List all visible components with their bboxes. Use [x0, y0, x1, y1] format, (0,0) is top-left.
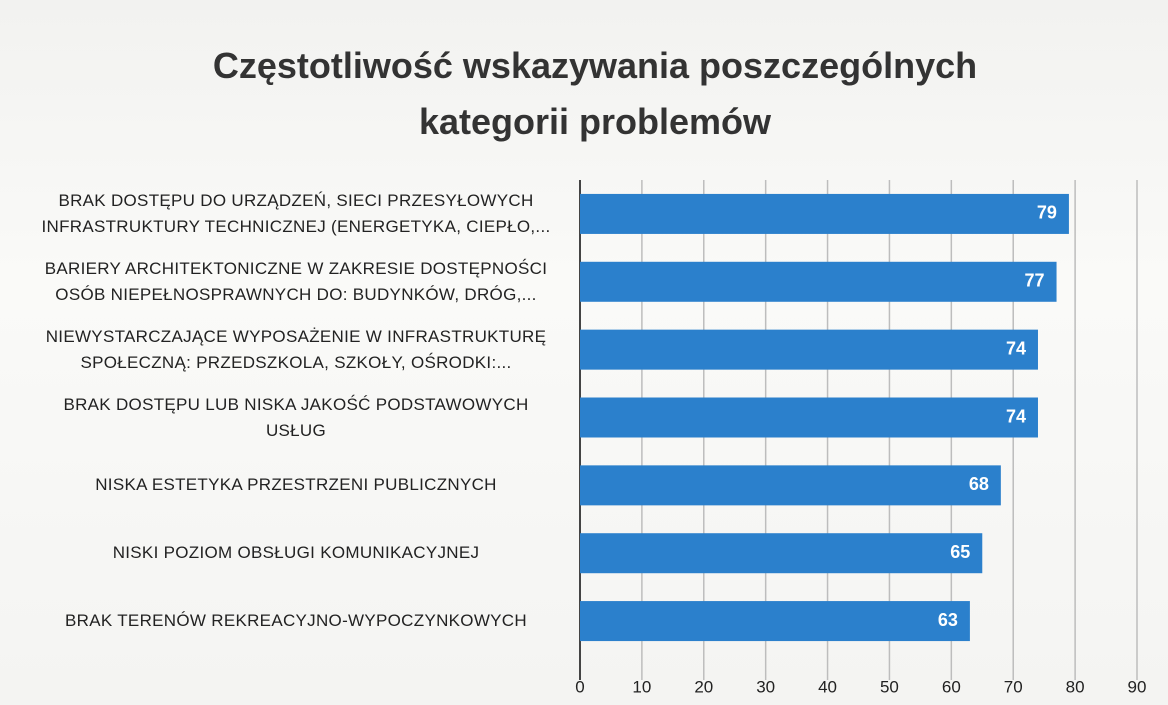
- bar: [580, 329, 1038, 370]
- bar: [580, 601, 970, 642]
- x-tick-label: 60: [942, 677, 961, 696]
- x-tick-label: 40: [818, 677, 837, 696]
- y-tick-label: BRAK TERENÓW REKREACYJNO-WYPOCZYNKOWYCH: [65, 611, 527, 631]
- bar: [580, 261, 1057, 302]
- value-label: 79: [1037, 203, 1057, 223]
- y-tick-label: BRAK DOSTĘPU DO URZĄDZEŃ, SIECI PRZESYŁO…: [41, 190, 551, 236]
- value-label: 74: [1006, 338, 1026, 358]
- value-label: 77: [1025, 271, 1045, 291]
- value-label: 74: [1006, 406, 1026, 426]
- y-tick-label: BRAK DOSTĘPU LUB NISKA JAKOŚĆ PODSTAWOWY…: [63, 394, 529, 440]
- y-tick-label: NIEWYSTARCZAJĄCE WYPOSAŻENIE W INFRASTRU…: [45, 326, 547, 372]
- x-tick-label: 10: [632, 677, 651, 696]
- x-tick-label: 80: [1066, 677, 1085, 696]
- x-tick-label: 90: [1128, 677, 1147, 696]
- value-label: 68: [969, 474, 989, 494]
- y-tick-label: NISKI POZIOM OBSŁUGI KOMUNIKACYJNEJ: [112, 543, 480, 563]
- bar: [580, 465, 1001, 506]
- bar: [580, 397, 1038, 438]
- x-tick-label: 50: [880, 677, 899, 696]
- x-tick-label: 0: [575, 677, 584, 696]
- y-tick-label: BARIERY ARCHITEKTONICZNE W ZAKRESIE DOST…: [44, 258, 548, 304]
- chart-title: Częstotliwość wskazywania poszczególnych…: [212, 45, 978, 142]
- bar: [580, 193, 1069, 234]
- bar: [580, 533, 983, 574]
- value-label: 65: [950, 542, 970, 562]
- value-label: 63: [938, 610, 958, 630]
- x-tick-label: 30: [756, 677, 775, 696]
- x-tick-label: 70: [1004, 677, 1023, 696]
- x-tick-label: 20: [694, 677, 713, 696]
- y-tick-label: NISKA ESTETYKA PRZESTRZENI PUBLICZNYCH: [95, 475, 497, 495]
